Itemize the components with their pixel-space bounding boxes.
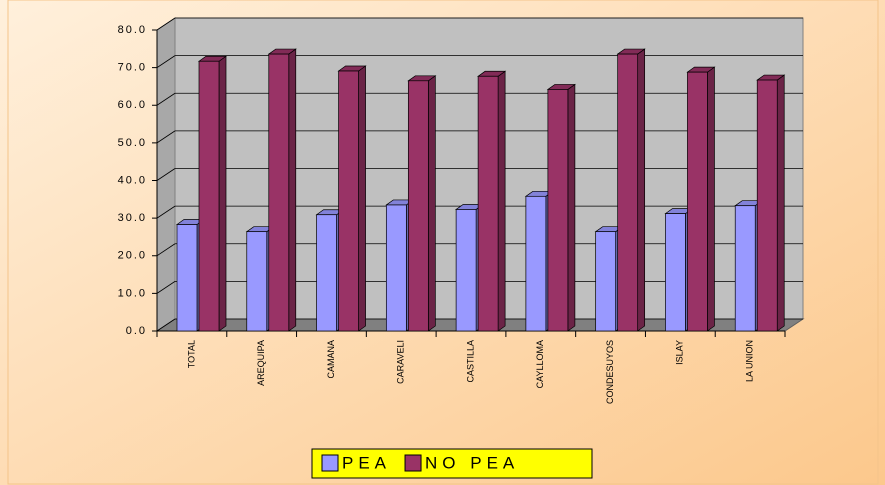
x-tick-label: CASTILLA xyxy=(465,340,475,383)
x-tick-label: ISLAY xyxy=(675,340,685,365)
grid-line-side xyxy=(156,243,176,257)
grid-line-side xyxy=(156,92,176,106)
bar xyxy=(617,53,639,332)
x-tick-label: CARAVELI xyxy=(396,340,406,384)
legend-label: NO PEA xyxy=(425,453,519,472)
y-tick-label: 80.0 xyxy=(118,24,147,36)
bar xyxy=(316,214,337,332)
bar-side xyxy=(637,48,646,332)
bar xyxy=(756,79,778,332)
grid-line-side xyxy=(156,318,176,332)
legend-swatch xyxy=(404,454,422,472)
bar xyxy=(198,60,220,332)
bar-side xyxy=(567,83,576,332)
y-tick-label: 0.0 xyxy=(126,325,147,337)
bar xyxy=(407,80,429,332)
grid-line-side xyxy=(156,168,176,181)
grid-line-side xyxy=(156,281,176,294)
grid-line-side xyxy=(156,17,176,31)
bar-side xyxy=(707,66,715,332)
bar-side xyxy=(288,48,297,332)
bar-side xyxy=(497,70,506,332)
y-tick-label: 30.0 xyxy=(118,212,147,224)
bar xyxy=(246,231,268,332)
y-tick-label: 70.0 xyxy=(118,62,147,74)
y-tick-label: 20.0 xyxy=(118,250,147,262)
grid-line-side xyxy=(156,205,176,219)
x-tick-label: CONDESUYOS xyxy=(605,340,615,404)
bar-side xyxy=(218,55,227,332)
y-tick-label: 40.0 xyxy=(118,174,147,186)
y-tick-label: 60.0 xyxy=(118,99,147,111)
bar xyxy=(547,89,569,332)
bar-side xyxy=(427,75,436,332)
bar xyxy=(268,53,290,332)
bar xyxy=(734,205,756,332)
bar xyxy=(176,224,198,332)
x-tick-label: AREQUIPA xyxy=(256,340,266,386)
x-tick-label: TOTAL xyxy=(186,340,196,368)
bar xyxy=(338,70,359,332)
frame xyxy=(7,0,879,485)
bar-side xyxy=(776,74,785,332)
x-tick-label: CAYLLOMA xyxy=(535,340,545,388)
bar xyxy=(687,71,708,332)
bar xyxy=(477,75,499,332)
bar xyxy=(385,204,407,332)
bar-side xyxy=(358,65,366,332)
grid-line-side xyxy=(156,130,176,144)
x-tick-label: LA UNION xyxy=(744,340,754,382)
bar xyxy=(665,213,686,332)
legend-swatch xyxy=(321,454,339,472)
bar xyxy=(455,209,477,332)
y-tick-label: 50.0 xyxy=(118,137,147,149)
bar xyxy=(595,231,617,332)
legend-label: PEA xyxy=(342,453,391,472)
x-tick-label: CAMANA xyxy=(326,340,336,379)
y-tick-label: 10.0 xyxy=(118,287,147,299)
bar xyxy=(525,195,547,332)
legend xyxy=(311,448,593,479)
grid-line-side xyxy=(156,55,176,68)
